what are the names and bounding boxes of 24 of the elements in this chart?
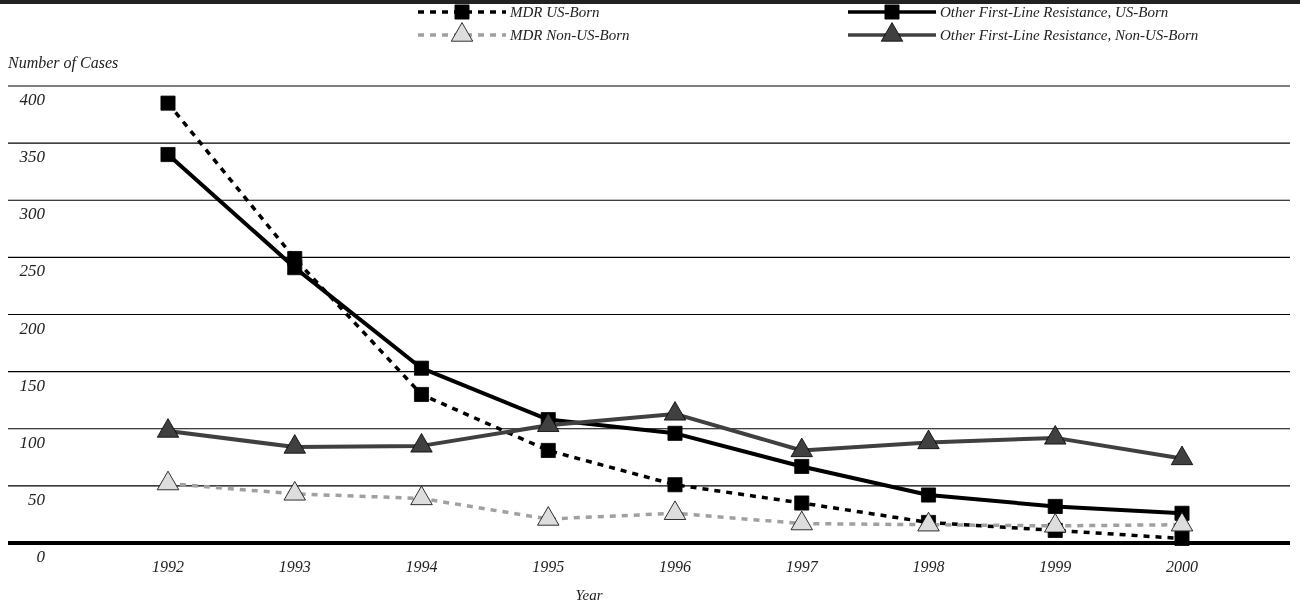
y-tick-label: 300 (18, 204, 46, 224)
x-tick-label: 1993 (278, 558, 311, 575)
x-tick-label: 1997 (785, 558, 819, 575)
y-tick-label: 50 (28, 489, 46, 509)
y-tick-label: 400 (19, 90, 46, 109)
y-tick-label: 100 (19, 432, 46, 452)
legend-label: MDR Non-US-Born (509, 27, 630, 43)
y-tick-label: 200 (19, 318, 46, 338)
legend-label: Other First-Line Resistance, US-Born (940, 4, 1169, 20)
y-tick-label: 350 (18, 147, 46, 167)
x-tick-label: 1995 (532, 558, 565, 575)
x-tick-label: 1999 (1039, 558, 1072, 575)
y-tick-label: 250 (19, 261, 46, 281)
x-axis-title: Year (575, 587, 603, 603)
legend-label: MDR US-Born (509, 4, 600, 20)
x-tick-label: 2000 (1166, 558, 1198, 575)
x-tick-label: 1998 (912, 558, 945, 575)
x-tick-label: 1992 (152, 558, 184, 575)
y-tick-label: 0 (36, 547, 46, 566)
y-axis-title: Number of Cases (7, 54, 119, 72)
y-tick-label: 150 (19, 375, 46, 395)
legend-label: Other First-Line Resistance, Non-US-Born (940, 27, 1199, 43)
x-tick-label: 1996 (659, 558, 691, 575)
x-tick-label: 1994 (405, 558, 438, 575)
